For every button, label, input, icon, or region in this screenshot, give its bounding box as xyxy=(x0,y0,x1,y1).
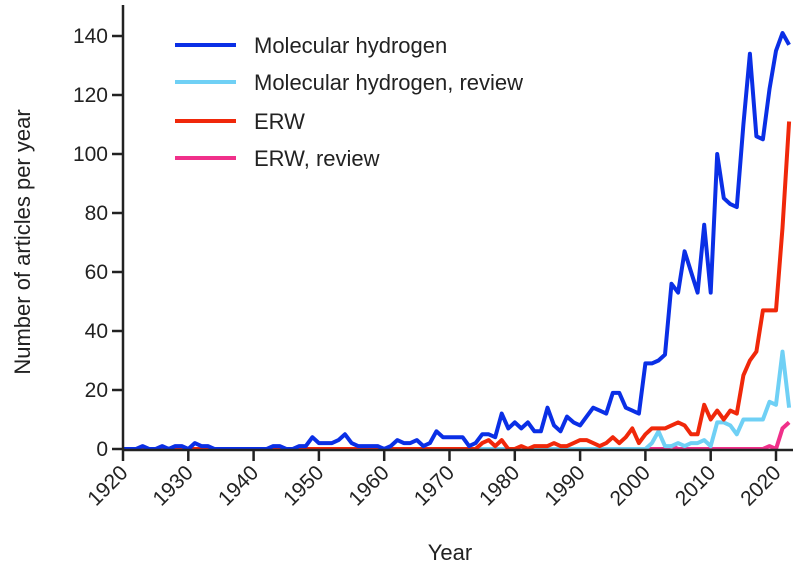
series-layer xyxy=(123,31,792,451)
x-axis-title: Year xyxy=(428,540,472,565)
x-tick-label: 1980 xyxy=(475,461,524,510)
legend-label: ERW xyxy=(254,109,305,134)
y-tick-label: 100 xyxy=(73,143,108,166)
x-tick-label: 1960 xyxy=(344,461,393,510)
y-tick-label: 120 xyxy=(73,84,108,107)
y-tick-label: 140 xyxy=(73,25,108,48)
x-tick-label: 1930 xyxy=(149,461,198,510)
x-tick-label: 1950 xyxy=(279,461,328,510)
ticks-layer: 0 20 40 60 80 100 120 140 1920 1930 1940 1950 1960 19… xyxy=(73,25,786,511)
x-tick-label: 2020 xyxy=(736,461,785,510)
series-line-erw xyxy=(123,121,792,451)
x-tick-label: 2010 xyxy=(671,461,720,510)
y-tick-label: 0 xyxy=(96,438,108,461)
legend: Molecular hydrogen Molecular hydrogen, re… xyxy=(175,33,523,171)
x-tick-label: 2000 xyxy=(606,461,655,510)
legend-label: Molecular hydrogen, review xyxy=(254,70,523,95)
legend-label: ERW, review xyxy=(254,146,380,171)
y-tick-label: 60 xyxy=(85,261,108,284)
x-tick-label: 1940 xyxy=(214,461,263,510)
x-tick-label: 1920 xyxy=(83,461,132,510)
x-tick-label: 1990 xyxy=(540,461,589,510)
y-tick-label: 80 xyxy=(85,202,108,225)
y-tick-label: 40 xyxy=(85,320,108,343)
series-line-molecular-hydrogen xyxy=(123,31,791,451)
y-axis-title: Number of articles per year xyxy=(10,109,35,374)
x-tick-label: 1970 xyxy=(410,461,459,510)
legend-label: Molecular hydrogen xyxy=(254,33,447,58)
y-tick-label: 20 xyxy=(85,379,108,402)
